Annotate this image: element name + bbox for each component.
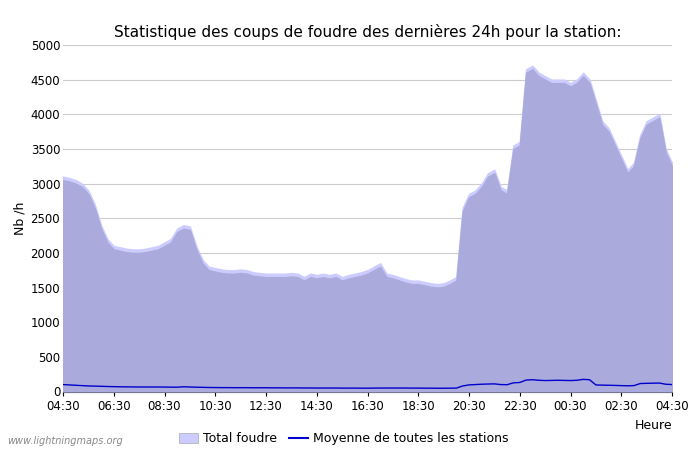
Y-axis label: Nb /h: Nb /h <box>13 202 27 235</box>
Text: Heure: Heure <box>634 419 672 432</box>
Text: www.lightningmaps.org: www.lightningmaps.org <box>7 436 122 446</box>
Title: Statistique des coups de foudre des dernières 24h pour la station:: Statistique des coups de foudre des dern… <box>113 24 622 40</box>
